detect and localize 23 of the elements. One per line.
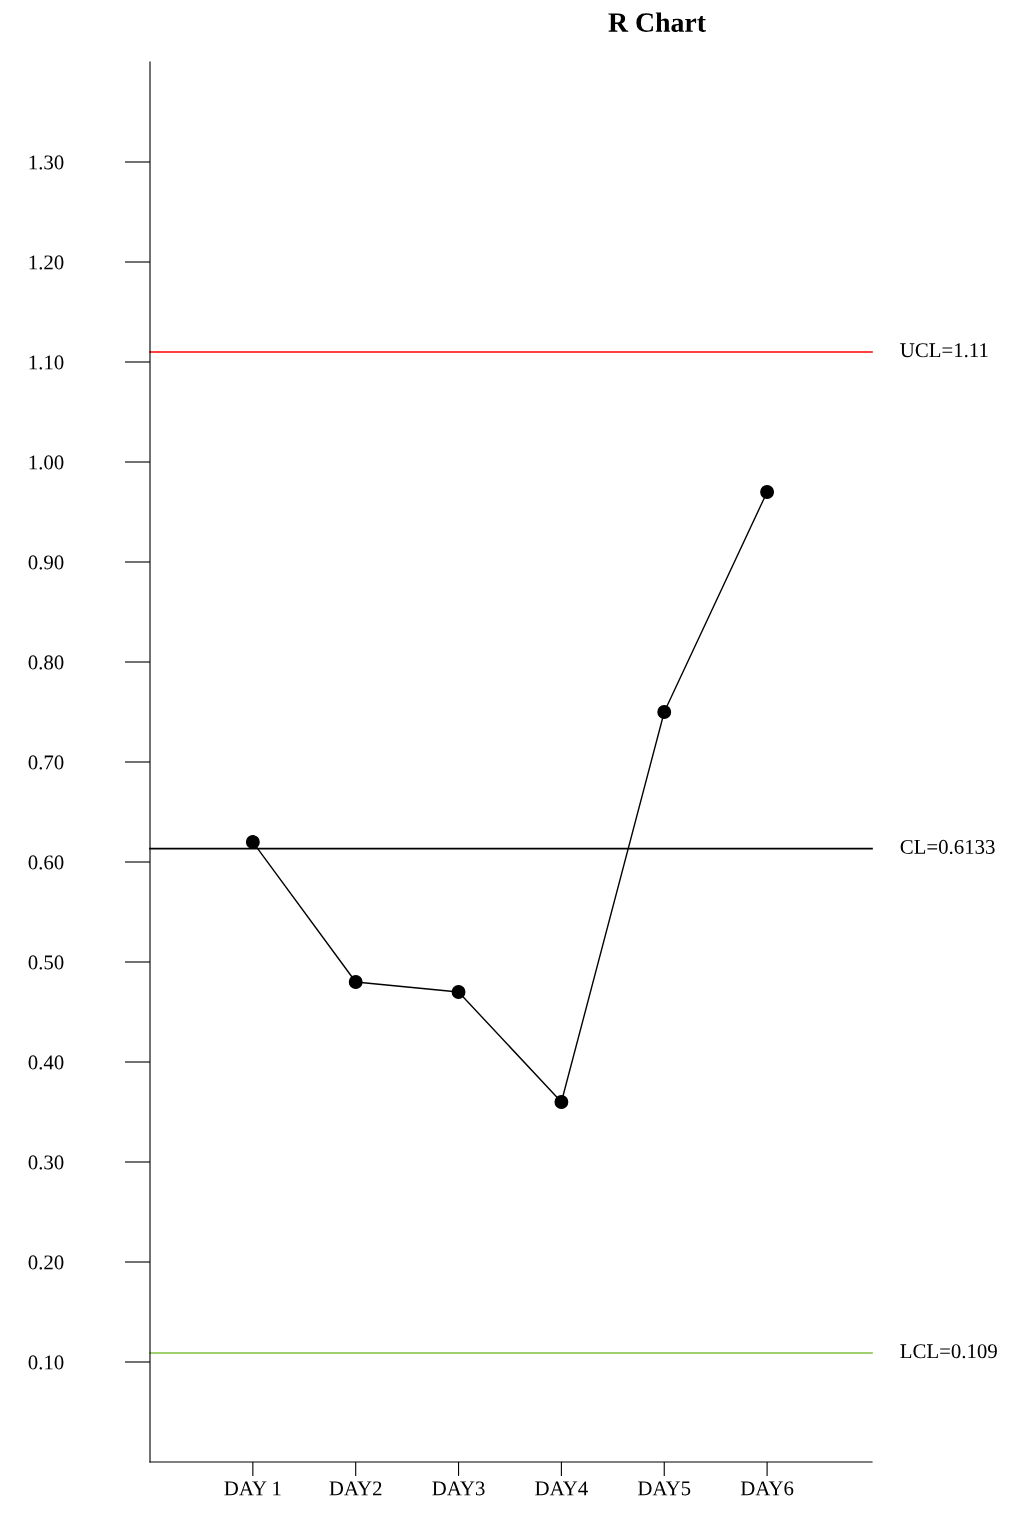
x-tick-label: DAY5 [638, 1481, 691, 1496]
x-tick-label: DAY3 [432, 1481, 485, 1496]
y-tick-label: 0.10 [28, 1355, 64, 1370]
y-tick-label: 1.20 [29, 255, 64, 270]
y-tick-label: 0.20 [28, 1255, 64, 1270]
y-tick-label: 0.40 [28, 1055, 64, 1070]
y-tick-label: 1.30 [29, 155, 64, 170]
y-tick-label: 0.70 [28, 755, 64, 770]
y-tick-label: 0.30 [28, 1155, 64, 1170]
ref-line-label: LCL=0.109 [900, 1344, 997, 1359]
chart-title: R Chart [608, 12, 706, 32]
x-tick-label: DAY2 [329, 1481, 382, 1496]
ref-line-label: CL=0.6133 [900, 839, 995, 855]
x-tick-label: DAY4 [535, 1481, 588, 1496]
y-tick-label: 0.50 [28, 955, 64, 970]
y-tick-label: 1.10 [29, 355, 64, 370]
y-tick-label: 0.60 [28, 855, 64, 870]
y-tick-label: 1.00 [29, 455, 64, 470]
x-tick-label: DAY 1 [224, 1481, 281, 1496]
y-tick-label: 0.90 [28, 555, 64, 570]
y-tick-label: 0.80 [28, 655, 64, 670]
ref-line-label: UCL=1.11 [900, 343, 988, 358]
x-tick-label: DAY6 [740, 1481, 794, 1496]
